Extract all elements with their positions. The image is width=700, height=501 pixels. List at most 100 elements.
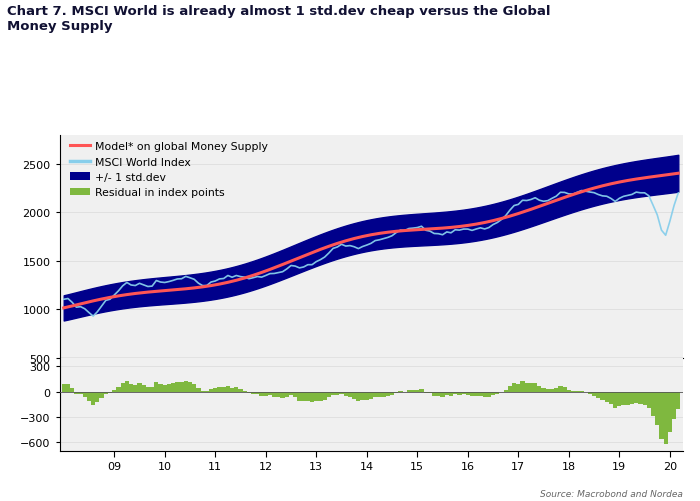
Bar: [470, 392, 474, 397]
Bar: [466, 392, 470, 395]
Bar: [550, 389, 554, 392]
Bar: [575, 391, 580, 392]
Bar: [272, 392, 276, 397]
Bar: [213, 388, 218, 392]
Bar: [668, 392, 672, 432]
Bar: [601, 392, 605, 401]
Text: Chart 7. MSCI World is already almost 1 std.dev cheap versus the Global
Money Su: Chart 7. MSCI World is already almost 1 …: [7, 5, 550, 33]
Bar: [112, 390, 116, 392]
Bar: [66, 384, 70, 392]
Bar: [323, 392, 327, 400]
Bar: [546, 389, 550, 392]
Bar: [218, 387, 222, 392]
Bar: [491, 392, 495, 395]
Bar: [486, 392, 491, 397]
Bar: [204, 391, 209, 392]
Bar: [289, 392, 293, 396]
Bar: [302, 392, 306, 401]
Bar: [314, 392, 318, 401]
Bar: [348, 392, 352, 397]
Bar: [167, 384, 171, 392]
Bar: [394, 392, 398, 393]
Bar: [154, 382, 158, 392]
Bar: [276, 392, 281, 397]
Bar: [310, 392, 314, 402]
Bar: [647, 392, 651, 408]
Bar: [192, 384, 196, 392]
Bar: [108, 392, 112, 393]
Bar: [457, 392, 461, 395]
Bar: [520, 381, 524, 392]
Bar: [268, 392, 272, 395]
Bar: [453, 392, 457, 394]
Bar: [428, 392, 432, 394]
Bar: [120, 384, 125, 392]
Bar: [162, 385, 167, 392]
Bar: [676, 392, 680, 409]
Bar: [125, 381, 129, 392]
Bar: [482, 392, 486, 397]
Bar: [146, 387, 150, 392]
Bar: [356, 392, 360, 401]
Bar: [171, 384, 175, 392]
Bar: [672, 392, 676, 419]
Bar: [503, 390, 507, 392]
Bar: [588, 392, 592, 394]
Bar: [175, 383, 179, 392]
Bar: [116, 387, 120, 392]
Bar: [609, 392, 613, 404]
Bar: [298, 392, 302, 401]
Bar: [419, 389, 424, 392]
Bar: [179, 383, 183, 392]
Bar: [95, 392, 99, 402]
Bar: [533, 383, 538, 392]
Bar: [318, 392, 323, 401]
Bar: [234, 388, 239, 392]
Bar: [158, 384, 162, 392]
Bar: [664, 392, 668, 444]
Bar: [209, 389, 213, 392]
Bar: [529, 383, 533, 392]
Bar: [559, 386, 563, 392]
Bar: [104, 392, 108, 394]
Bar: [563, 388, 567, 392]
Bar: [335, 392, 340, 395]
Bar: [622, 392, 626, 405]
Bar: [638, 392, 643, 404]
Bar: [436, 392, 440, 396]
Bar: [377, 392, 382, 397]
Bar: [512, 384, 516, 392]
Bar: [99, 392, 104, 398]
Bar: [643, 392, 647, 405]
Bar: [365, 392, 369, 400]
Bar: [340, 392, 344, 394]
Bar: [373, 392, 377, 397]
Bar: [407, 390, 411, 392]
Bar: [411, 390, 415, 392]
Bar: [444, 392, 449, 395]
Bar: [78, 392, 83, 394]
Bar: [306, 392, 310, 401]
Bar: [281, 392, 285, 398]
Bar: [133, 385, 137, 392]
Bar: [474, 392, 478, 396]
Text: Source: Macrobond and Nordea: Source: Macrobond and Nordea: [540, 489, 682, 498]
Bar: [230, 388, 235, 392]
Bar: [200, 391, 204, 392]
Bar: [495, 392, 499, 394]
Bar: [634, 392, 638, 403]
Bar: [415, 390, 419, 392]
Bar: [62, 384, 66, 392]
Bar: [83, 392, 87, 397]
Bar: [554, 388, 559, 392]
Bar: [264, 392, 268, 396]
Legend: Model* on global Money Supply, MSCI World Index, +/- 1 std.dev, Residual in inde: Model* on global Money Supply, MSCI Worl…: [66, 137, 272, 202]
Bar: [580, 391, 584, 392]
Bar: [150, 387, 154, 392]
Bar: [626, 392, 630, 405]
Bar: [129, 384, 133, 392]
Bar: [87, 392, 91, 401]
Bar: [461, 392, 466, 394]
Bar: [251, 392, 256, 394]
Bar: [440, 392, 444, 398]
